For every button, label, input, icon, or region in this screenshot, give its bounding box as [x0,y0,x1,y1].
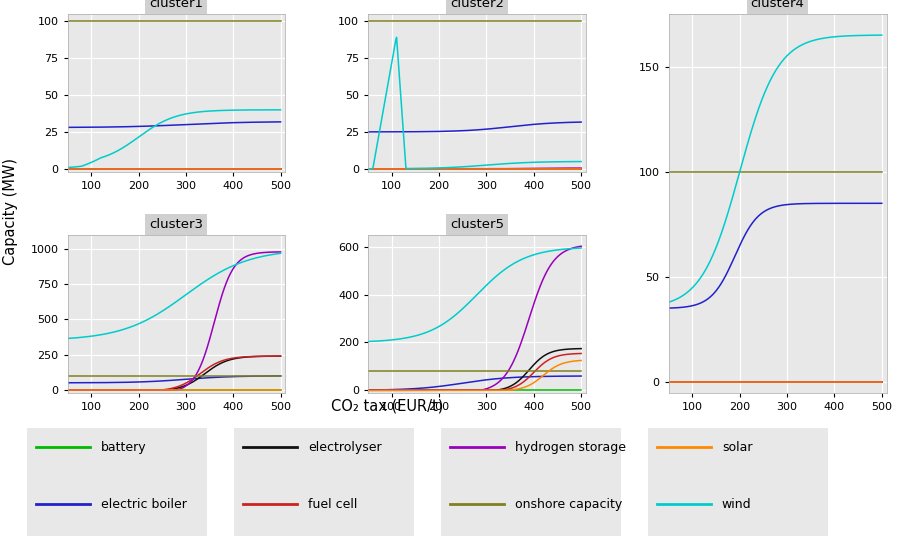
FancyBboxPatch shape [441,428,621,536]
Text: onshore capacity: onshore capacity [515,498,622,511]
Title: cluster1: cluster1 [149,0,203,10]
Text: fuel cell: fuel cell [308,498,357,511]
Title: cluster3: cluster3 [149,218,203,231]
Text: electrolyser: electrolyser [308,441,382,454]
Text: battery: battery [101,441,147,454]
Text: solar: solar [722,441,752,454]
Text: hydrogen storage: hydrogen storage [515,441,626,454]
FancyBboxPatch shape [234,428,414,536]
Text: electric boiler: electric boiler [101,498,186,511]
Title: cluster2: cluster2 [450,0,504,10]
Title: cluster5: cluster5 [450,218,504,231]
Title: cluster4: cluster4 [751,0,805,10]
Text: Capacity (MW): Capacity (MW) [4,158,18,265]
Text: wind: wind [722,498,752,511]
Text: CO₂ tax (EUR/t): CO₂ tax (EUR/t) [331,398,443,413]
FancyBboxPatch shape [648,428,828,536]
FancyBboxPatch shape [27,428,207,536]
